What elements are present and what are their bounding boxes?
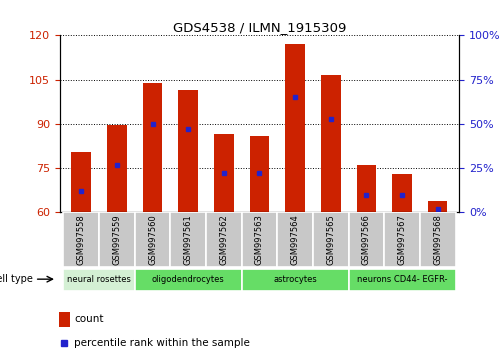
- Text: GSM997561: GSM997561: [184, 215, 193, 265]
- Bar: [313, 212, 349, 267]
- Text: GSM997563: GSM997563: [255, 215, 264, 265]
- Text: GSM997564: GSM997564: [290, 215, 299, 265]
- Text: neurons CD44- EGFR-: neurons CD44- EGFR-: [357, 275, 447, 284]
- Bar: [242, 268, 349, 291]
- Bar: [428, 201, 448, 212]
- Text: GSM997558: GSM997558: [77, 215, 86, 265]
- Text: oligodendrocytes: oligodendrocytes: [152, 275, 225, 284]
- Bar: [250, 136, 269, 212]
- Bar: [285, 44, 305, 212]
- Bar: [357, 165, 376, 212]
- Bar: [321, 75, 340, 212]
- Text: GSM997559: GSM997559: [112, 215, 121, 265]
- Text: GSM997565: GSM997565: [326, 215, 335, 265]
- Text: GSM997568: GSM997568: [433, 215, 442, 265]
- Bar: [349, 268, 456, 291]
- Bar: [178, 90, 198, 212]
- Text: neural rosettes: neural rosettes: [67, 275, 131, 284]
- Bar: [277, 212, 313, 267]
- Text: percentile rank within the sample: percentile rank within the sample: [74, 338, 250, 348]
- Text: GSM997562: GSM997562: [220, 215, 229, 265]
- Title: GDS4538 / ILMN_1915309: GDS4538 / ILMN_1915309: [173, 21, 346, 34]
- Text: astrocytes: astrocytes: [273, 275, 317, 284]
- Bar: [170, 212, 206, 267]
- Bar: [59, 312, 70, 327]
- Bar: [99, 212, 135, 267]
- Bar: [384, 212, 420, 267]
- Bar: [420, 212, 456, 267]
- Bar: [214, 134, 234, 212]
- Bar: [71, 152, 91, 212]
- Bar: [143, 82, 162, 212]
- Text: count: count: [74, 314, 104, 324]
- Text: GSM997566: GSM997566: [362, 215, 371, 265]
- Bar: [135, 212, 170, 267]
- Bar: [107, 125, 127, 212]
- Bar: [206, 212, 242, 267]
- Text: GSM997560: GSM997560: [148, 215, 157, 265]
- Bar: [63, 212, 99, 267]
- Bar: [242, 212, 277, 267]
- Bar: [349, 212, 384, 267]
- Bar: [392, 174, 412, 212]
- Text: GSM997567: GSM997567: [398, 215, 407, 265]
- Bar: [63, 268, 135, 291]
- Bar: [135, 268, 242, 291]
- Text: cell type: cell type: [0, 274, 33, 284]
